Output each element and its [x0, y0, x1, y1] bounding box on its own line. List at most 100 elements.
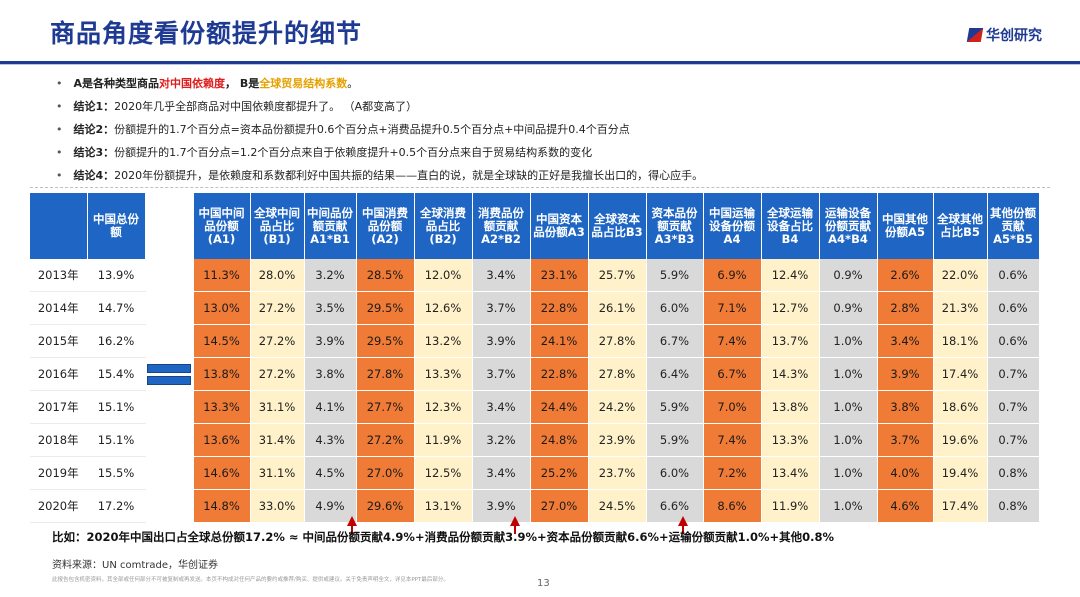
table-cell: 3.9% [877, 357, 934, 391]
table-cell: 14.8% [193, 489, 251, 523]
table-cell: 13.6% [193, 423, 251, 457]
table-cell: 3.8% [877, 390, 934, 424]
row-total-share: 17.2% [87, 489, 146, 523]
bullet-mid: ， B是 [225, 77, 260, 90]
table-cell: 3.9% [472, 489, 531, 523]
table-cell: 5.9% [646, 259, 704, 292]
table-cell: 27.2% [356, 423, 415, 457]
table-cell: 0.6% [987, 291, 1040, 325]
table-cell: 27.2% [250, 357, 305, 391]
table-cell: 21.3% [933, 291, 988, 325]
row-year: 2013年 [30, 259, 88, 292]
table-cell: 3.4% [472, 259, 531, 292]
row-total-share: 15.4% [87, 357, 146, 391]
equals-spacer [145, 489, 194, 523]
bullet-text: 份额提升的1.7个百分点=1.2个百分点来自于依赖度提升+0.5个百分点来自于贸… [114, 146, 593, 159]
table-cell: 22.8% [530, 291, 589, 325]
header-a3: 中国资本品份额A3 [530, 193, 589, 259]
table-cell: 12.5% [414, 456, 473, 490]
table-cell: 24.2% [588, 390, 647, 424]
row-total-share: 15.5% [87, 456, 146, 490]
table-cell: 13.8% [193, 357, 251, 391]
arrow-up-icon [678, 516, 688, 534]
table-cell: 0.7% [987, 390, 1040, 424]
row-total-share: 13.9% [87, 259, 146, 292]
table-cell: 26.1% [588, 291, 647, 325]
header-year [30, 193, 88, 259]
table-cell: 29.5% [356, 324, 415, 358]
table-cell: 23.9% [588, 423, 647, 457]
bullet-dot-icon: • [56, 77, 63, 90]
table-cell: 24.8% [530, 423, 589, 457]
row-total-share: 14.7% [87, 291, 146, 325]
bullet-head: 结论1： [73, 100, 115, 113]
table-cell: 6.4% [646, 357, 704, 391]
table-cell: 19.6% [933, 423, 988, 457]
table-cell: 3.2% [304, 259, 357, 292]
table-cell: 7.2% [703, 456, 762, 490]
table-cell: 6.9% [703, 259, 762, 292]
bullet-dot-icon: • [56, 123, 63, 136]
table-cell: 1.0% [819, 489, 878, 523]
table-cell: 2.6% [877, 259, 934, 292]
header-a1: 中国中间品份额(A1) [193, 193, 251, 259]
bullet-text: 2020年几乎全部商品对中国依赖度都提升了。 （A都变高了） [114, 100, 418, 113]
table-cell: 27.8% [588, 357, 647, 391]
table-cell: 27.8% [588, 324, 647, 358]
table-cell: 23.1% [530, 259, 589, 292]
table-cell: 14.6% [193, 456, 251, 490]
equals-spacer [145, 259, 194, 292]
bullet-item: • 结论3：份额提升的1.7个百分点=1.2个百分点来自于依赖度提升+0.5个百… [56, 141, 1066, 164]
table-cell: 29.6% [356, 489, 415, 523]
table-cell: 7.0% [703, 390, 762, 424]
table-cell: 22.8% [530, 357, 589, 391]
table-cell: 0.7% [987, 423, 1040, 457]
table-cell: 2.8% [877, 291, 934, 325]
table-cell: 1.0% [819, 390, 878, 424]
table-cell: 13.0% [193, 291, 251, 325]
highlight-dependency: 对中国依赖度 [159, 77, 226, 90]
row-year: 2014年 [30, 291, 88, 325]
table-cell: 3.7% [877, 423, 934, 457]
bullet-text: 2020年份额提升，是依赖度和系数都利好中国共振的结果——直白的说，就是全球缺的… [114, 169, 704, 182]
disclaimer: 此报告包含机密资料，其全部或任何部分不可被复制或再发送。本页不构成对任何产品的要… [52, 577, 449, 583]
row-total-share: 16.2% [87, 324, 146, 358]
table-cell: 0.9% [819, 259, 878, 292]
table-cell: 6.7% [703, 357, 762, 391]
arrow-up-icon [510, 516, 520, 534]
table-cell: 0.8% [987, 489, 1040, 523]
table-cell: 6.7% [646, 324, 704, 358]
table-cell: 27.2% [250, 324, 305, 358]
table-cell: 3.9% [472, 324, 531, 358]
table-cell: 1.0% [819, 357, 878, 391]
row-total-share: 15.1% [87, 423, 146, 457]
bullet-head: A是各种类型商品 [73, 77, 160, 90]
equals-spacer [145, 291, 194, 325]
table-cell: 31.4% [250, 423, 305, 457]
table-cell: 27.2% [250, 291, 305, 325]
table-cell: 0.6% [987, 259, 1040, 292]
table-row: 2020年 17.2% 14.8% 33.0% 4.9% 29.6% 13.1% 3.9% 27… [30, 489, 1040, 523]
table-cell: 27.0% [530, 489, 589, 523]
table-cell: 12.3% [414, 390, 473, 424]
table-cell: 13.3% [193, 390, 251, 424]
table-cell: 29.5% [356, 291, 415, 325]
table-cell: 4.5% [304, 456, 357, 490]
header-a4b4: 运输设备份额贡献A4*B4 [819, 193, 878, 259]
equals-sign-icon [146, 363, 193, 385]
table-cell: 14.3% [761, 357, 820, 391]
header-a4: 中国运输设备份额A4 [703, 193, 762, 259]
table-cell: 0.8% [987, 456, 1040, 490]
header-total: 中国总份额 [87, 193, 146, 259]
table-cell: 3.4% [472, 390, 531, 424]
bullet-head: 结论3： [73, 146, 115, 159]
table-cell: 13.8% [761, 390, 820, 424]
table-row: 2017年 15.1% 13.3% 31.1% 4.1% 27.7% 12.3% 3.4% 24… [30, 390, 1040, 424]
page-number: 13 [537, 578, 550, 589]
table-cell: 12.0% [414, 259, 473, 292]
table-row: 2014年 14.7% 13.0% 27.2% 3.5% 29.5% 12.6% 3.7% 22… [30, 291, 1040, 325]
table-cell: 0.6% [987, 324, 1040, 358]
table-cell: 18.6% [933, 390, 988, 424]
row-year: 2018年 [30, 423, 88, 457]
bullet-tail: 。 [347, 77, 359, 90]
